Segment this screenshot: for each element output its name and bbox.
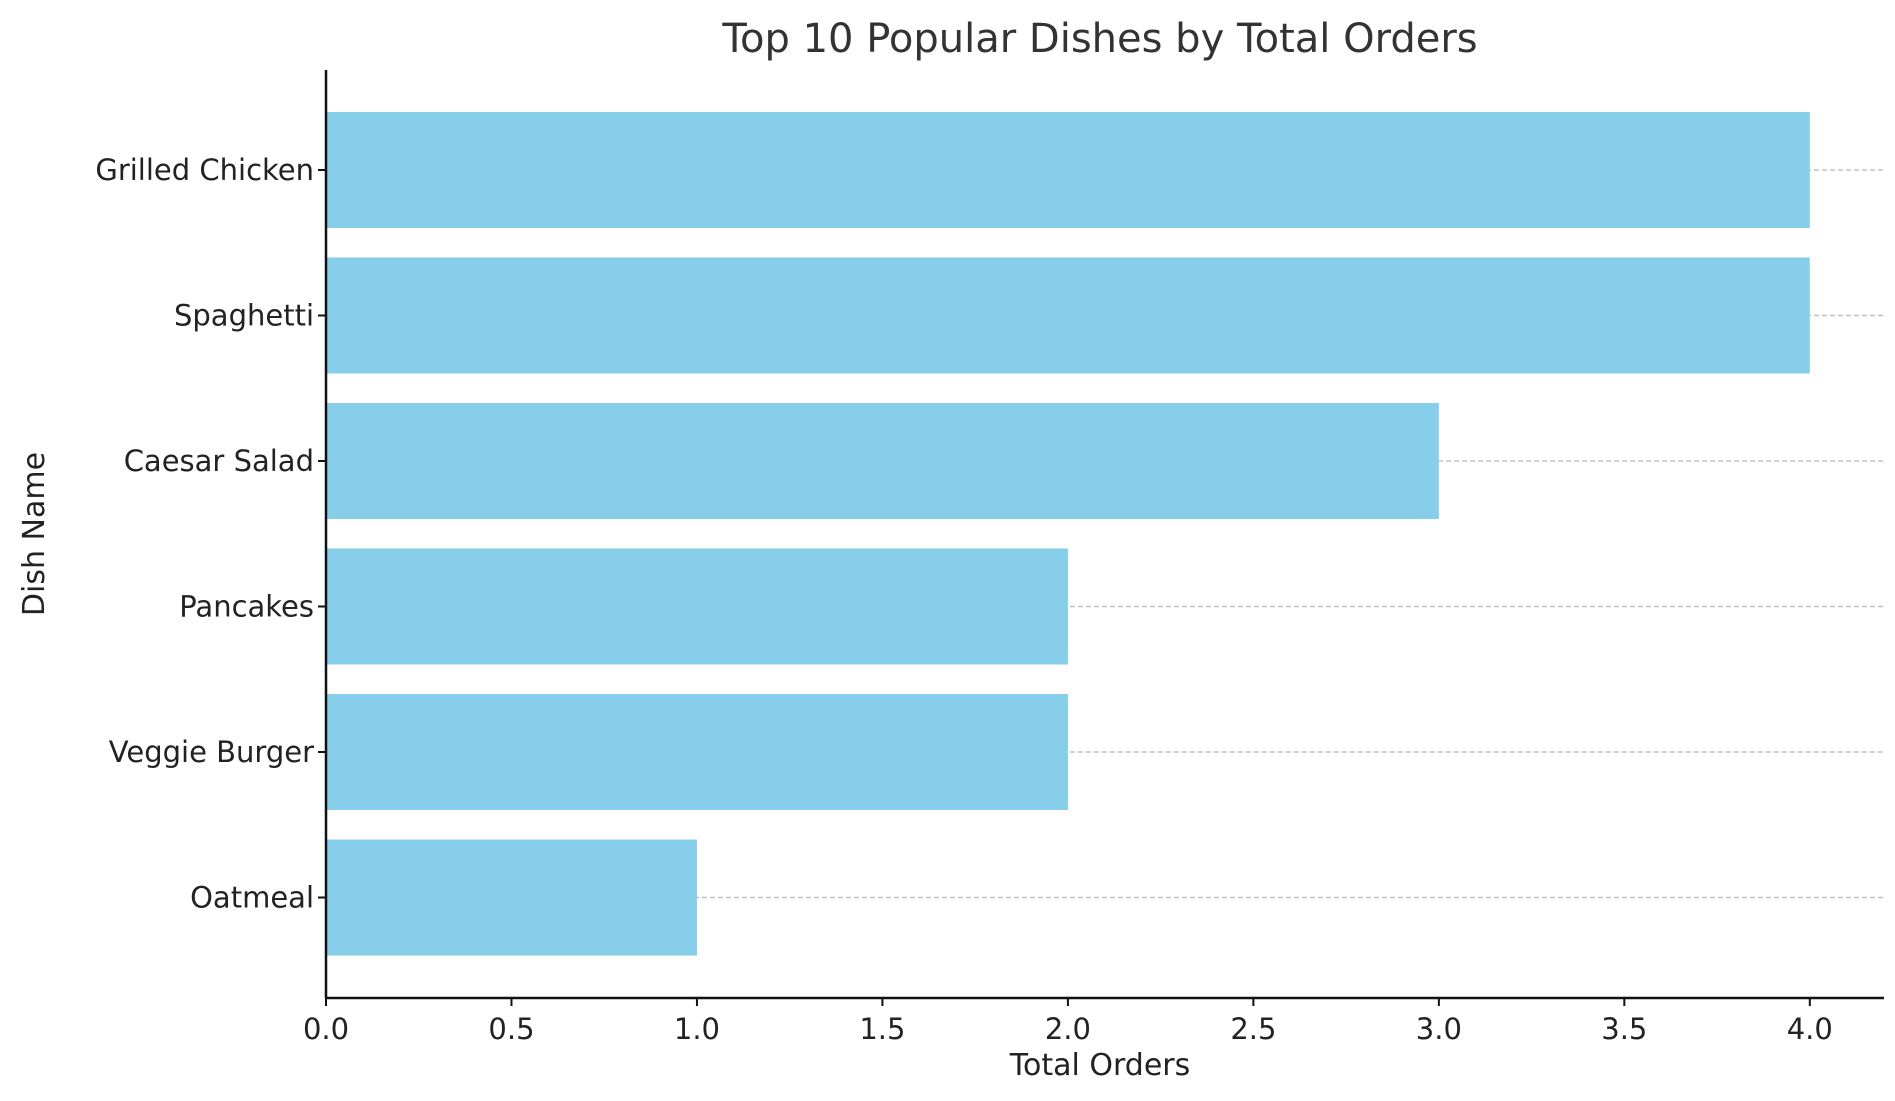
y-tick-label: Caesar Salad bbox=[124, 444, 314, 478]
y-axis-label: Dish Name bbox=[17, 452, 52, 616]
chart-title: Top 10 Popular Dishes by Total Orders bbox=[721, 16, 1477, 62]
x-tick-label: 3.5 bbox=[1601, 1012, 1647, 1046]
y-ticks: Grilled Chicken Spaghetti Caesar Salad Panc… bbox=[95, 153, 326, 915]
y-tick-label: Grilled Chicken bbox=[95, 153, 314, 187]
x-tick-label: 2.0 bbox=[1045, 1012, 1091, 1046]
x-tick-label: 2.5 bbox=[1230, 1012, 1276, 1046]
y-tick-label: Veggie Burger bbox=[109, 735, 314, 769]
x-tick-label: 0.5 bbox=[488, 1012, 534, 1046]
x-tick-label: 1.0 bbox=[674, 1012, 720, 1046]
y-tick-label: Spaghetti bbox=[174, 299, 314, 333]
x-ticks: 0.0 0.5 1.0 1.5 2.0 2.5 3.0 3.5 4.0 bbox=[303, 998, 1833, 1046]
bar bbox=[326, 548, 1068, 665]
bar bbox=[326, 257, 1810, 374]
x-axis-label: Total Orders bbox=[1009, 1048, 1190, 1083]
x-tick-label: 4.0 bbox=[1787, 1012, 1833, 1046]
bar bbox=[326, 694, 1068, 810]
y-tick-label: Oatmeal bbox=[190, 881, 314, 915]
x-tick-label: 1.5 bbox=[859, 1012, 905, 1046]
x-tick-label: 0.0 bbox=[303, 1012, 349, 1046]
y-tick-label: Pancakes bbox=[179, 590, 314, 624]
bar bbox=[326, 112, 1810, 228]
bar bbox=[326, 403, 1439, 519]
bars bbox=[326, 112, 1810, 956]
x-tick-label: 3.0 bbox=[1416, 1012, 1462, 1046]
bar bbox=[326, 839, 697, 956]
